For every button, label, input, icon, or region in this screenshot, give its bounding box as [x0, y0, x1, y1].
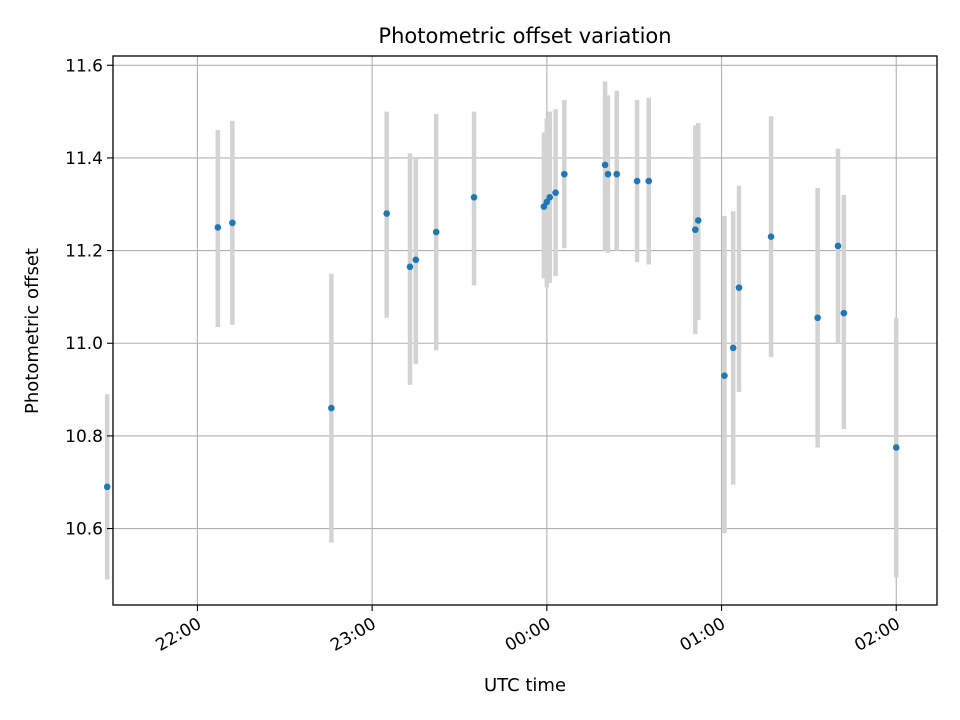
data-point	[328, 404, 335, 412]
data-point	[561, 170, 568, 178]
data-point	[383, 210, 390, 217]
data-point	[692, 226, 699, 234]
data-point	[694, 217, 702, 224]
data-point	[470, 194, 478, 201]
data-point	[601, 161, 609, 169]
chart-title: Photometric offset variation	[378, 24, 671, 48]
data-point	[613, 170, 621, 178]
data-point	[604, 170, 612, 178]
data-point	[735, 284, 743, 291]
data-point	[229, 219, 236, 227]
data-point	[840, 309, 848, 317]
y-tick-label: 11.6	[65, 56, 103, 76]
data-point	[633, 177, 641, 185]
data-point	[546, 194, 554, 201]
y-tick-label: 11.2	[65, 242, 103, 262]
y-tick-label: 10.6	[65, 520, 103, 540]
data-point	[721, 372, 728, 379]
data-points	[103, 161, 900, 491]
data-point	[103, 483, 111, 491]
data-point	[814, 314, 821, 322]
plot-frame	[112, 55, 938, 606]
data-point	[767, 233, 775, 240]
y-tick-label: 10.8	[65, 427, 103, 447]
data-point	[412, 256, 420, 264]
y-tick-label: 11.0	[65, 334, 103, 354]
data-point	[214, 224, 222, 231]
data-point	[552, 189, 559, 196]
y-axis-label: Photometric offset	[22, 248, 43, 414]
data-point	[834, 242, 842, 250]
data-point	[729, 344, 737, 352]
data-point	[432, 228, 440, 236]
y-tick-label: 11.4	[65, 149, 103, 169]
data-point	[892, 444, 900, 451]
data-point	[645, 177, 653, 185]
x-axis-label: UTC time	[484, 675, 566, 696]
data-point	[406, 263, 414, 271]
y-axis-ticks: 10.6 10.8 11.0 11.2 11.4 11.6	[65, 56, 113, 540]
